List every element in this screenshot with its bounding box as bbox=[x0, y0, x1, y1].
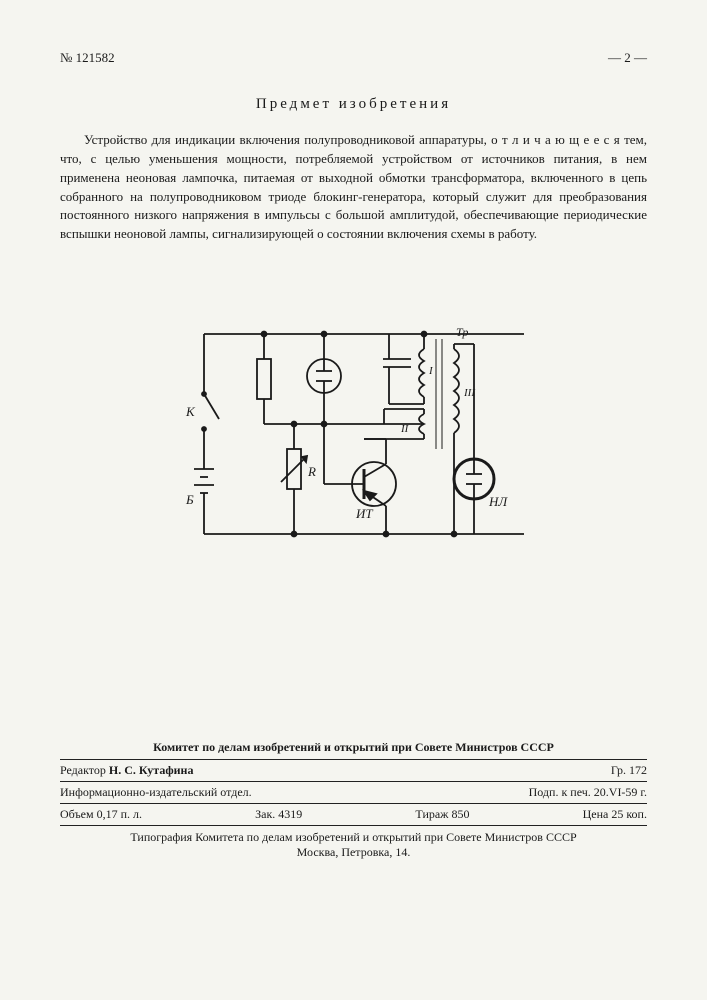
label-w2: II bbox=[400, 423, 410, 435]
dept: Информационно-издательский отдел. bbox=[60, 785, 252, 800]
document-number: № 121582 bbox=[60, 50, 115, 66]
typography: Типография Комитета по делам изобретений… bbox=[60, 825, 647, 860]
claim-text: Устройство для индикации включения полуп… bbox=[60, 131, 647, 244]
label-battery: Б bbox=[185, 492, 194, 507]
label-transistor: ИТ bbox=[355, 506, 373, 521]
volume: Объем 0,17 п. л. bbox=[60, 807, 142, 822]
tirazh: Тираж 850 bbox=[415, 807, 469, 822]
editor: Редактор Н. С. Кутафина bbox=[60, 763, 193, 778]
committee-line: Комитет по делам изобретений и открытий … bbox=[60, 740, 647, 759]
volume-row: Объем 0,17 п. л. Зак. 4319 Тираж 850 Цен… bbox=[60, 803, 647, 825]
page-number: — 2 — bbox=[608, 50, 647, 66]
label-w1: I bbox=[428, 365, 434, 377]
imprint-block: Комитет по делам изобретений и открытий … bbox=[60, 740, 647, 860]
circuit-svg: К Б R ИТ НЛ Тр I II III bbox=[164, 304, 544, 564]
page-header: № 121582 — 2 — bbox=[60, 50, 647, 66]
dept-row: Информационно-издательский отдел. Подп. … bbox=[60, 781, 647, 803]
label-neon: НЛ bbox=[488, 494, 508, 509]
sign-date: Подп. к печ. 20.VI-59 г. bbox=[529, 785, 647, 800]
order: Зак. 4319 bbox=[255, 807, 302, 822]
label-switch: К bbox=[185, 404, 196, 419]
circuit-diagram: К Б R ИТ НЛ Тр I II III bbox=[60, 304, 647, 564]
editor-row: Редактор Н. С. Кутафина Гр. 172 bbox=[60, 759, 647, 781]
label-transformer: Тр bbox=[456, 325, 468, 339]
group: Гр. 172 bbox=[611, 763, 647, 778]
label-w3: III bbox=[463, 387, 476, 399]
label-resistor: R bbox=[307, 464, 316, 479]
price: Цена 25 коп. bbox=[583, 807, 647, 822]
section-title: Предмет изобретения bbox=[60, 96, 647, 113]
